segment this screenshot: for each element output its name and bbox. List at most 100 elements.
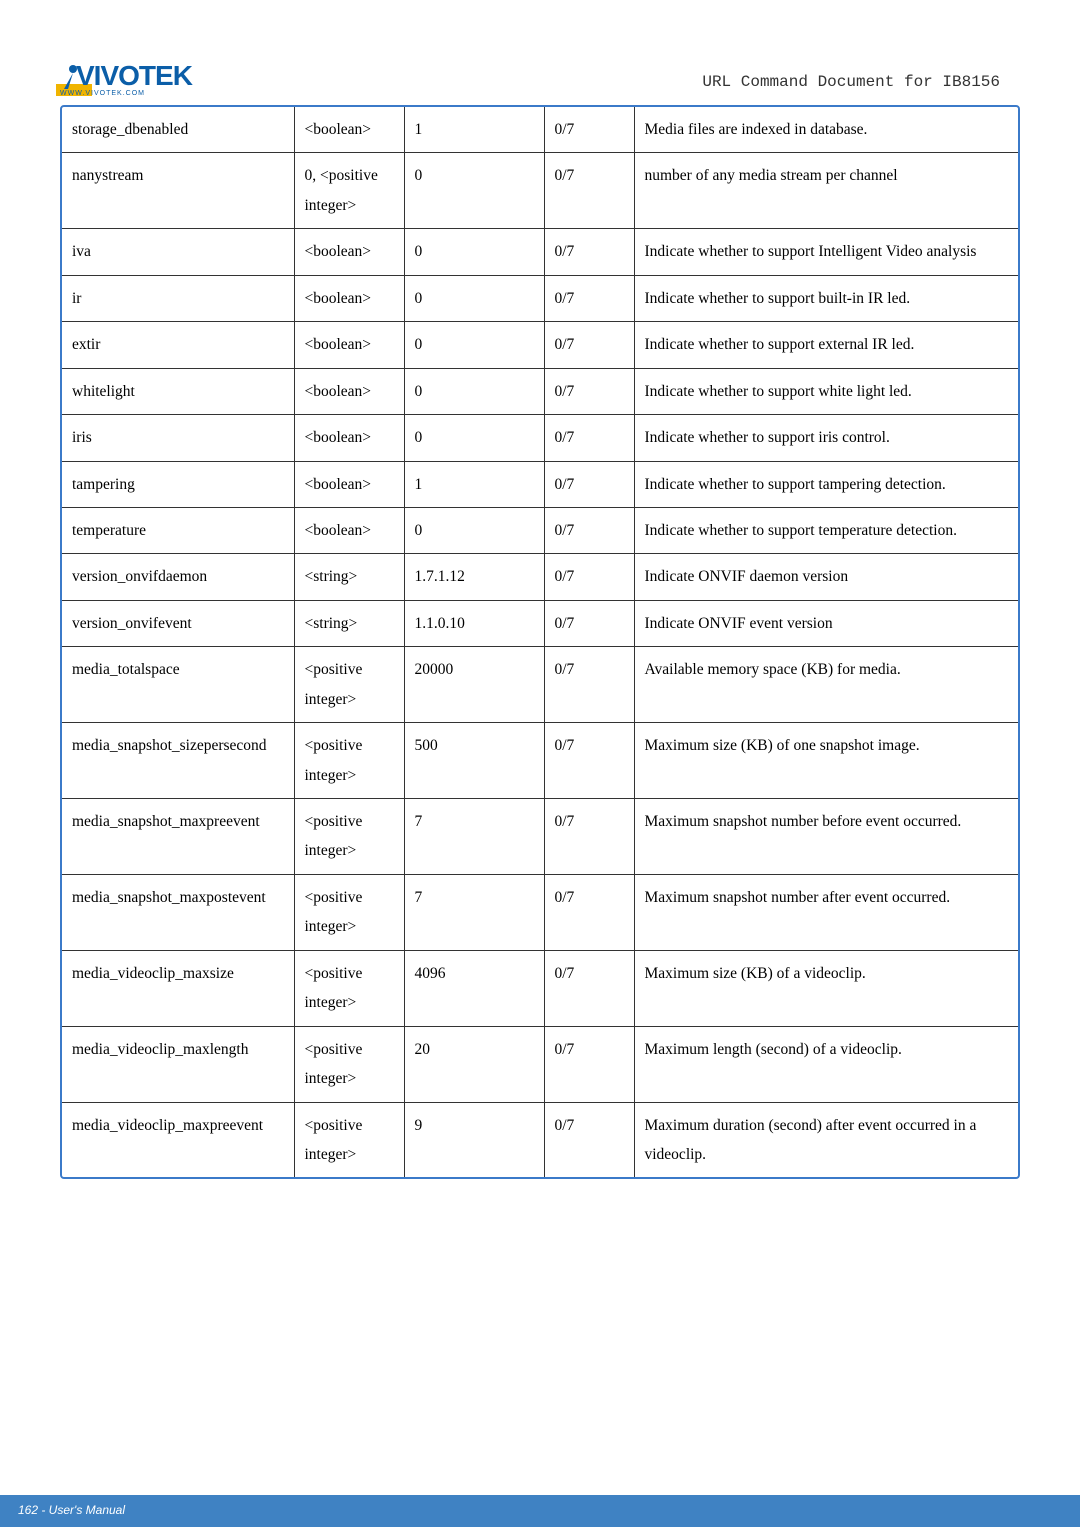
cell-desc: number of any media stream per channel — [634, 153, 1018, 229]
table-row: iris<boolean>00/7Indicate whether to sup… — [62, 415, 1018, 461]
cell-desc: Available memory space (KB) for media. — [634, 647, 1018, 723]
cell-s: 0/7 — [544, 107, 634, 153]
cell-desc: Maximum snapshot number after event occu… — [634, 874, 1018, 950]
cell-t: <boolean> — [294, 229, 404, 275]
cell-d: 1 — [404, 461, 544, 507]
cell-s: 0/7 — [544, 723, 634, 799]
cell-t: <positive integer> — [294, 874, 404, 950]
cell-p: version_onvifevent — [62, 600, 294, 646]
cell-desc: Maximum snapshot number before event occ… — [634, 799, 1018, 875]
params-table-wrap: storage_dbenabled<boolean>10/7Media file… — [60, 105, 1020, 1179]
cell-t: <boolean> — [294, 322, 404, 368]
doc-title: URL Command Document for IB8156 — [702, 73, 1020, 97]
cell-desc: Maximum length (second) of a videoclip. — [634, 1026, 1018, 1102]
cell-t: 0, <positive integer> — [294, 153, 404, 229]
cell-t: <positive integer> — [294, 950, 404, 1026]
footer-page-label: 162 - User's Manual — [18, 1503, 125, 1517]
cell-p: media_videoclip_maxsize — [62, 950, 294, 1026]
cell-desc: Media files are indexed in database. — [634, 107, 1018, 153]
cell-d: 0 — [404, 322, 544, 368]
cell-p: media_snapshot_sizepersecond — [62, 723, 294, 799]
cell-t: <boolean> — [294, 275, 404, 321]
cell-p: version_onvifdaemon — [62, 554, 294, 600]
cell-p: iris — [62, 415, 294, 461]
cell-desc: Indicate whether to support white light … — [634, 368, 1018, 414]
table-row: extir<boolean>00/7Indicate whether to su… — [62, 322, 1018, 368]
cell-d: 7 — [404, 874, 544, 950]
params-table: storage_dbenabled<boolean>10/7Media file… — [62, 107, 1018, 1177]
cell-s: 0/7 — [544, 1102, 634, 1177]
cell-p: storage_dbenabled — [62, 107, 294, 153]
params-tbody: storage_dbenabled<boolean>10/7Media file… — [62, 107, 1018, 1177]
table-row: media_videoclip_maxlength<positive integ… — [62, 1026, 1018, 1102]
cell-t: <positive integer> — [294, 1026, 404, 1102]
cell-p: media_snapshot_maxpreevent — [62, 799, 294, 875]
table-row: iva<boolean>00/7Indicate whether to supp… — [62, 229, 1018, 275]
cell-desc: Indicate whether to support Intelligent … — [634, 229, 1018, 275]
table-row: ir<boolean>00/7Indicate whether to suppo… — [62, 275, 1018, 321]
cell-d: 7 — [404, 799, 544, 875]
cell-t: <positive integer> — [294, 799, 404, 875]
cell-s: 0/7 — [544, 415, 634, 461]
table-row: tampering<boolean>10/7Indicate whether t… — [62, 461, 1018, 507]
cell-p: media_totalspace — [62, 647, 294, 723]
cell-desc: Indicate whether to support temperature … — [634, 507, 1018, 553]
cell-t: <positive integer> — [294, 1102, 404, 1177]
cell-p: media_videoclip_maxpreevent — [62, 1102, 294, 1177]
cell-s: 0/7 — [544, 461, 634, 507]
cell-s: 0/7 — [544, 874, 634, 950]
cell-s: 0/7 — [544, 368, 634, 414]
cell-d: 0 — [404, 229, 544, 275]
cell-p: media_videoclip_maxlength — [62, 1026, 294, 1102]
cell-desc: Maximum size (KB) of a videoclip. — [634, 950, 1018, 1026]
cell-s: 0/7 — [544, 507, 634, 553]
cell-p: extir — [62, 322, 294, 368]
table-row: version_onvifevent<string>1.1.0.100/7Ind… — [62, 600, 1018, 646]
cell-s: 0/7 — [544, 153, 634, 229]
table-row: media_totalspace<positive integer>200000… — [62, 647, 1018, 723]
cell-t: <positive integer> — [294, 647, 404, 723]
cell-d: 0 — [404, 153, 544, 229]
table-row: media_snapshot_sizepersecond<positive in… — [62, 723, 1018, 799]
cell-t: <string> — [294, 600, 404, 646]
footer-band: 162 - User's Manual — [0, 1495, 1080, 1527]
logo: VIVOTEK WWW.VIVOTEK.COM — [60, 60, 192, 97]
cell-s: 0/7 — [544, 1026, 634, 1102]
cell-p: tampering — [62, 461, 294, 507]
cell-p: ir — [62, 275, 294, 321]
cell-d: 0 — [404, 415, 544, 461]
cell-p: iva — [62, 229, 294, 275]
page-header: VIVOTEK WWW.VIVOTEK.COM URL Command Docu… — [60, 60, 1020, 97]
cell-t: <boolean> — [294, 415, 404, 461]
cell-d: 0 — [404, 507, 544, 553]
logo-main-text: VIVOTEK — [76, 60, 192, 91]
cell-p: nanystream — [62, 153, 294, 229]
cell-d: 0 — [404, 368, 544, 414]
cell-desc: Indicate whether to support iris control… — [634, 415, 1018, 461]
cell-s: 0/7 — [544, 799, 634, 875]
cell-s: 0/7 — [544, 554, 634, 600]
cell-s: 0/7 — [544, 322, 634, 368]
table-row: media_snapshot_maxpostevent<positive int… — [62, 874, 1018, 950]
cell-s: 0/7 — [544, 647, 634, 723]
cell-d: 20 — [404, 1026, 544, 1102]
table-row: media_videoclip_maxsize<positive integer… — [62, 950, 1018, 1026]
cell-t: <string> — [294, 554, 404, 600]
cell-d: 500 — [404, 723, 544, 799]
cell-d: 9 — [404, 1102, 544, 1177]
table-row: media_videoclip_maxpreevent<positive int… — [62, 1102, 1018, 1177]
cell-d: 1.7.1.12 — [404, 554, 544, 600]
table-row: nanystream0, <positive integer>00/7numbe… — [62, 153, 1018, 229]
cell-s: 0/7 — [544, 950, 634, 1026]
cell-p: whitelight — [62, 368, 294, 414]
cell-d: 4096 — [404, 950, 544, 1026]
cell-desc: Indicate whether to support external IR … — [634, 322, 1018, 368]
cell-desc: Indicate ONVIF event version — [634, 600, 1018, 646]
table-row: version_onvifdaemon<string>1.7.1.120/7In… — [62, 554, 1018, 600]
cell-d: 1 — [404, 107, 544, 153]
cell-s: 0/7 — [544, 275, 634, 321]
cell-s: 0/7 — [544, 229, 634, 275]
cell-t: <boolean> — [294, 107, 404, 153]
cell-p: temperature — [62, 507, 294, 553]
cell-desc: Indicate ONVIF daemon version — [634, 554, 1018, 600]
